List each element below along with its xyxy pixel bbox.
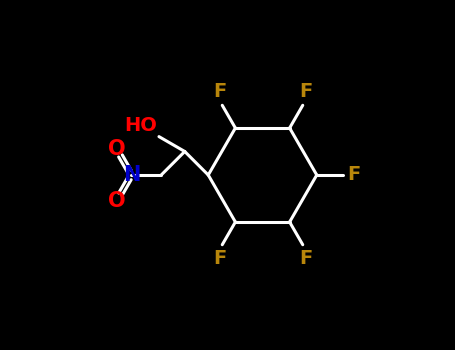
Text: O: O — [108, 139, 126, 160]
Text: F: F — [347, 166, 360, 184]
Text: HO: HO — [124, 116, 157, 135]
Text: F: F — [213, 82, 226, 101]
Text: O: O — [108, 190, 126, 211]
Text: F: F — [213, 249, 226, 268]
Text: N: N — [123, 165, 140, 185]
Text: F: F — [299, 82, 312, 101]
Text: F: F — [299, 249, 312, 268]
